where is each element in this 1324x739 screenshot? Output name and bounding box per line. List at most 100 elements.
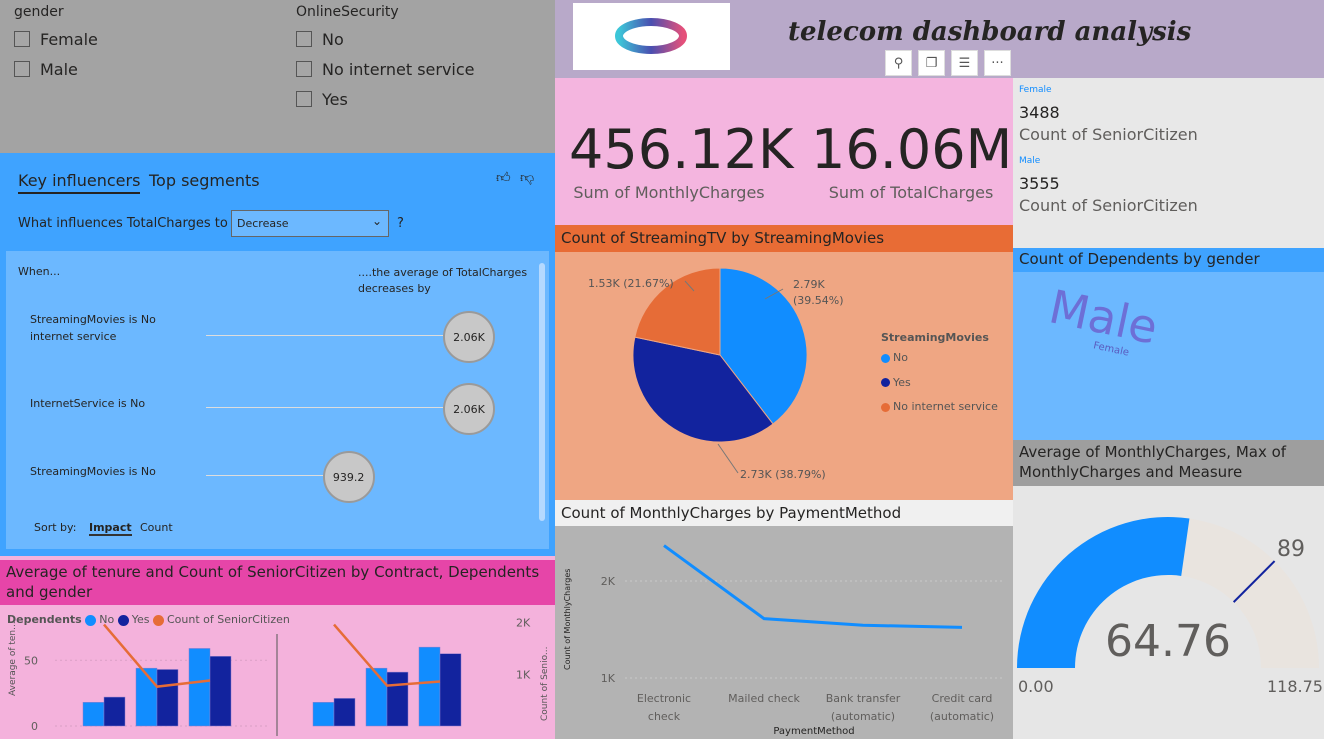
legend-dot bbox=[85, 614, 97, 626]
checkbox[interactable] bbox=[296, 61, 312, 77]
logo-swirl-icon bbox=[615, 18, 687, 54]
slicer-option-yes[interactable]: Yes bbox=[296, 84, 475, 114]
gender-slicer: gender Female Male bbox=[14, 4, 98, 84]
option-label: Yes bbox=[322, 89, 348, 109]
card-female-label: Count of SeniorCitizen bbox=[1019, 125, 1198, 144]
card-male-label: Count of SeniorCitizen bbox=[1019, 196, 1198, 215]
slicer-option-no-internet[interactable]: No internet service bbox=[296, 54, 475, 84]
bar bbox=[188, 648, 211, 727]
legend-label: No internet service bbox=[893, 400, 998, 413]
tab-key-influencers[interactable]: Key influencers bbox=[18, 171, 141, 194]
option-label: Male bbox=[40, 59, 78, 79]
influencer-bubble: 2.06K bbox=[443, 383, 495, 435]
question-text: What influences TotalCharges to bbox=[18, 216, 228, 231]
legend-dot bbox=[881, 353, 890, 363]
checkbox[interactable] bbox=[296, 31, 312, 47]
sort-count[interactable]: Count bbox=[140, 521, 173, 534]
pie-slice bbox=[632, 336, 774, 443]
influencer-row[interactable]: StreamingMovies is No 939.2 bbox=[6, 451, 536, 503]
tab-top-segments[interactable]: Top segments bbox=[149, 171, 260, 190]
influencer-row[interactable]: InternetService is No 2.06K bbox=[6, 383, 536, 435]
pin-icon[interactable]: ⚲ bbox=[885, 50, 912, 76]
kpi-monthly-value: 456.12K bbox=[569, 118, 794, 181]
checkbox[interactable] bbox=[14, 31, 30, 47]
legend-title: StreamingMovies bbox=[881, 331, 989, 344]
legend-item[interactable]: Count of SeniorCitizen bbox=[152, 613, 290, 626]
legend-dot bbox=[881, 402, 890, 412]
count-line bbox=[333, 623, 441, 687]
copy-icon[interactable]: ❐ bbox=[918, 50, 945, 76]
legend-item[interactable]: No bbox=[881, 351, 998, 376]
option-label: No internet service bbox=[322, 59, 475, 79]
line-chart-plot: 1K 2K Electronic check Mailed check Bank tran… bbox=[563, 544, 1005, 737]
gauge-arc bbox=[1017, 517, 1319, 668]
bar bbox=[312, 702, 335, 727]
more-options-icon[interactable]: ··· bbox=[984, 50, 1011, 76]
bar bbox=[82, 702, 105, 727]
x-tick-label: (automatic) bbox=[930, 710, 994, 723]
bar-chart-plot: 0 50 1K 2K Average of ten... Count of Senio..… bbox=[8, 617, 550, 736]
legend-item[interactable]: No internet service bbox=[881, 400, 998, 425]
legend-dot bbox=[881, 378, 890, 387]
gauge-value: 64.76 bbox=[1105, 616, 1231, 667]
legend-item[interactable]: No bbox=[85, 613, 114, 626]
filter-icon[interactable]: ☰ bbox=[951, 50, 978, 76]
slicer-option-no[interactable]: No bbox=[296, 24, 475, 54]
pie-slice bbox=[719, 267, 808, 425]
x-tick-label: Mailed check bbox=[728, 692, 800, 705]
key-influencers-visual: Key influencers Top segments 👍︎ 👎︎ What … bbox=[0, 153, 555, 556]
leader-line bbox=[684, 280, 695, 292]
kpi-total-label: Sum of TotalCharges bbox=[828, 183, 994, 202]
checkbox[interactable] bbox=[296, 91, 312, 107]
influencer-row[interactable]: StreamingMovies is No internet service 2… bbox=[6, 311, 536, 363]
legend-item[interactable]: Yes bbox=[117, 613, 149, 626]
thumbs-up-icon[interactable]: 👍︎ bbox=[496, 170, 511, 186]
dependents-visual: Count of Dependents by gender Male Femal… bbox=[1013, 248, 1324, 440]
dropdown-value: Decrease bbox=[237, 217, 289, 230]
gauge-target: 89 bbox=[1277, 537, 1305, 562]
influencer-bubble: 2.06K bbox=[443, 311, 495, 363]
y2-tick-label: 1K bbox=[516, 668, 531, 681]
bar bbox=[156, 669, 179, 727]
legend-label: No bbox=[99, 613, 115, 626]
y-tick-label: 0 bbox=[31, 720, 38, 733]
influencer-label: StreamingMovies is No bbox=[30, 465, 156, 478]
count-line bbox=[103, 623, 211, 688]
bar bbox=[135, 667, 158, 727]
legend-dot bbox=[117, 614, 129, 626]
legend-item[interactable]: Yes bbox=[881, 376, 998, 401]
gender-slicer-title: gender bbox=[14, 4, 64, 20]
tenure-chart-visual: Average of tenure and Count of SeniorCit… bbox=[0, 556, 555, 739]
y-tick-label: 1K bbox=[601, 672, 616, 685]
influencer-connector bbox=[206, 407, 443, 408]
gauge-target-marker bbox=[1232, 560, 1276, 603]
option-label: No bbox=[322, 29, 344, 49]
y2-tick-label: 2K bbox=[516, 617, 531, 630]
influencer-label: InternetService is No bbox=[30, 397, 146, 410]
data-label: 2.79K bbox=[793, 278, 825, 291]
gauge-max: 118.75 bbox=[1267, 677, 1323, 696]
bar bbox=[386, 671, 409, 727]
card-female-value: 3488 bbox=[1019, 103, 1060, 122]
sort-impact[interactable]: Impact bbox=[89, 521, 132, 536]
checkbox[interactable] bbox=[14, 61, 30, 77]
dashboard-title: telecom dashboard analysis bbox=[788, 17, 1192, 47]
chart-title: Count of MonthlyCharges by PaymentMethod bbox=[555, 500, 1013, 526]
data-label: 1.53K (21.67%) bbox=[588, 277, 674, 290]
direction-dropdown[interactable]: Decrease ⌄ bbox=[231, 210, 389, 237]
chevron-down-icon: ⌄ bbox=[371, 214, 382, 228]
x-tick-label: (automatic) bbox=[831, 710, 895, 723]
scrollbar[interactable] bbox=[539, 263, 545, 521]
pie-chart-visual: Count of StreamingTV by StreamingMovies … bbox=[555, 225, 1013, 500]
y2-axis-label: Count of Senio... bbox=[540, 646, 550, 721]
online-security-slicer: OnlineSecurity No No internet service Ye… bbox=[296, 4, 475, 114]
chart-title: Count of StreamingTV by StreamingMovies bbox=[555, 225, 1013, 252]
chart-legend: Dependents No Yes Count of SeniorCitizen bbox=[7, 613, 290, 626]
option-label: Female bbox=[40, 29, 98, 49]
card-male-value: 3555 bbox=[1019, 174, 1060, 193]
legend-label: Yes bbox=[893, 375, 911, 389]
bar bbox=[209, 656, 232, 727]
slicer-option-female[interactable]: Female bbox=[14, 24, 98, 54]
slicer-option-male[interactable]: Male bbox=[14, 54, 98, 84]
thumbs-down-icon[interactable]: 👎︎ bbox=[520, 170, 535, 186]
